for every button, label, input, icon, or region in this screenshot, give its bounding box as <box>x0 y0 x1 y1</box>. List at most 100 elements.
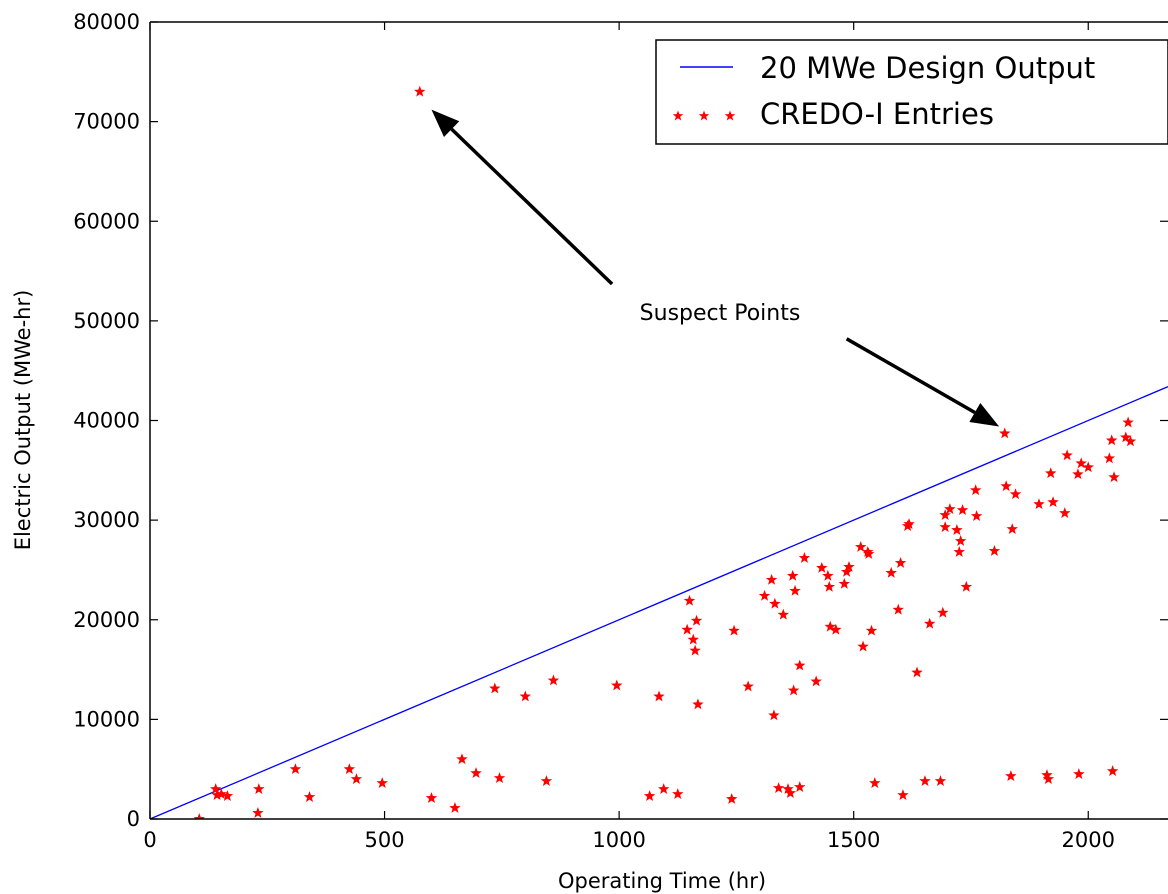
data-point-star-63 <box>865 624 878 636</box>
data-point-star-1 <box>209 783 222 794</box>
data-point-star-64 <box>869 777 881 788</box>
data-point-star-3 <box>215 788 228 799</box>
y-tick-label-0: 0 <box>127 807 140 831</box>
data-point-star-100 <box>1073 768 1085 780</box>
data-point-star-96 <box>1047 496 1059 508</box>
data-point-star-66 <box>892 603 904 615</box>
data-point-star-41 <box>777 608 790 620</box>
data-point-star-103 <box>1103 452 1116 464</box>
data-point-star-13 <box>425 792 438 803</box>
data-point-star-31 <box>690 614 703 626</box>
x-tick-label-0: 0 <box>143 828 156 852</box>
data-point-star-9 <box>343 763 356 775</box>
legend-label-design-output: 20 MWe Design Output <box>760 51 1095 85</box>
y-tick-label-4: 40000 <box>73 409 140 433</box>
annotation-arrow-0-shaft <box>450 127 614 286</box>
data-point-star-109 <box>1124 435 1137 447</box>
data-point-star-42 <box>782 783 794 794</box>
axes-layer: 0 500 1000 1500 2000010000200003000040000500… <box>73 10 1168 852</box>
legend-label-credo-entries: CREDO-I Entries <box>760 97 994 131</box>
data-point-star-52 <box>822 569 834 581</box>
data-point-star-105 <box>1106 765 1119 777</box>
annotation-arrow-1-head <box>969 402 1000 427</box>
data-point-star-60 <box>857 640 869 652</box>
data-point-star-0 <box>193 813 205 819</box>
data-point-star-40 <box>772 782 785 793</box>
y-tick-label-7: 70000 <box>73 110 140 134</box>
y-tick-label-8: 80000 <box>73 10 140 34</box>
data-point-star-85 <box>970 510 983 521</box>
y-tick-label-6: 60000 <box>73 209 140 233</box>
data-point-star-106 <box>1108 471 1120 483</box>
plot-area <box>150 22 1168 819</box>
data-point-star-23 <box>643 790 656 801</box>
data-point-star-108 <box>1122 416 1134 428</box>
data-point-star-51 <box>816 561 828 573</box>
data-point-star-62 <box>862 548 875 559</box>
x-tick-label-4: 2000 <box>1062 828 1115 852</box>
data-point-star-72 <box>919 775 931 786</box>
data-point-star-45 <box>787 684 800 696</box>
y-tick-label-2: 20000 <box>73 608 140 632</box>
series-layer <box>150 85 1168 819</box>
legend-box <box>655 39 1168 145</box>
data-point-star-68 <box>897 789 909 800</box>
data-point-star-38 <box>768 709 780 721</box>
legend-star-swatch-1 <box>698 110 710 121</box>
data-point-star-76 <box>939 509 951 520</box>
data-point-star-95 <box>1045 467 1057 479</box>
data-point-star-67 <box>894 556 907 568</box>
data-point-star-7 <box>289 763 302 775</box>
data-point-star-16 <box>470 767 482 779</box>
annotation-label: Suspect Points <box>640 301 801 326</box>
data-point-star-74 <box>934 775 947 786</box>
legend: 20 MWe Design Output CREDO-I Entries <box>655 39 1168 145</box>
data-point-star-32 <box>692 698 704 710</box>
data-point-star-25 <box>657 783 670 794</box>
data-point-star-33 <box>726 793 738 804</box>
data-point-star-34 <box>728 624 740 636</box>
data-point-star-99 <box>1072 468 1084 480</box>
data-point-star-102 <box>1082 461 1094 473</box>
data-point-star-80 <box>953 546 965 557</box>
annotation-layer: Suspect Points <box>431 109 1000 427</box>
annotation-arrow-0-head <box>431 109 460 138</box>
data-point-star-12 <box>414 85 426 97</box>
y-axis-label: Electric Output (MWe-hr) <box>11 290 35 551</box>
data-point-star-88 <box>1000 480 1012 492</box>
data-point-star-36 <box>758 589 771 601</box>
data-point-star-71 <box>911 666 923 678</box>
data-point-star-107 <box>1120 431 1132 443</box>
data-point-star-86 <box>988 545 1001 556</box>
data-point-star-58 <box>843 560 855 572</box>
data-point-star-59 <box>855 541 867 552</box>
data-point-star-94 <box>1042 773 1055 784</box>
data-point-star-98 <box>1061 449 1073 461</box>
x-tick-label-2: 1000 <box>592 828 645 852</box>
data-point-star-81 <box>954 535 967 546</box>
data-point-star-49 <box>798 551 811 563</box>
data-point-star-30 <box>689 644 701 656</box>
data-point-star-90 <box>1006 523 1018 534</box>
data-point-star-56 <box>838 577 851 589</box>
data-point-star-24 <box>653 690 665 702</box>
data-point-star-29 <box>687 633 699 645</box>
y-tick-label-3: 30000 <box>73 508 140 532</box>
data-point-star-48 <box>794 659 806 671</box>
data-point-star-78 <box>944 503 956 515</box>
data-point-star-2 <box>211 789 223 800</box>
data-point-star-20 <box>540 775 553 786</box>
x-axis-label: Operating Time (hr) <box>558 869 766 893</box>
x-tick-label-3: 1500 <box>827 828 880 852</box>
data-point-star-47 <box>794 781 806 792</box>
data-point-star-97 <box>1059 507 1071 519</box>
annotation-arrow-1-shaft <box>845 337 976 415</box>
data-point-star-14 <box>449 802 461 813</box>
data-point-star-28 <box>683 594 696 606</box>
data-point-star-55 <box>830 623 842 635</box>
data-point-star-89 <box>1005 770 1017 782</box>
data-point-star-84 <box>969 484 982 496</box>
data-point-star-26 <box>672 788 684 799</box>
data-point-star-101 <box>1075 457 1087 469</box>
